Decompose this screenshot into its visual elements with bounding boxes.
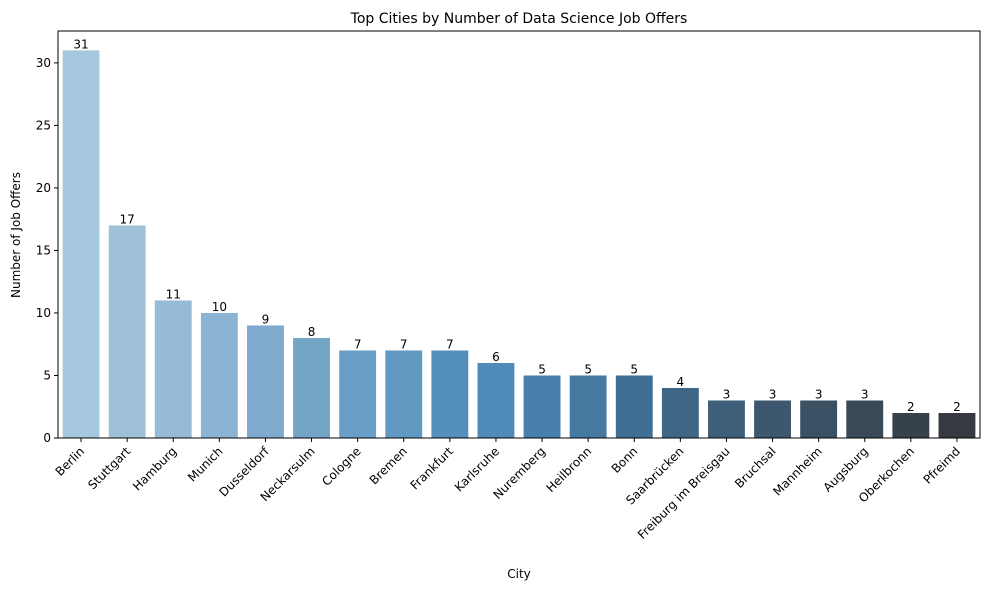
bar-augsburg [846,400,884,438]
y-tick-label: 0 [43,431,51,445]
data-label: 10 [212,300,227,314]
x-axis-label: City [507,567,531,581]
bar-saarbrücken [661,387,699,438]
data-label: 5 [630,362,638,376]
x-tick-label: Bonn [609,444,641,476]
data-label: 3 [723,387,731,401]
x-tick-label: Berlin [53,444,88,479]
y-axis-label: Number of Job Offers [9,172,23,298]
data-label: 3 [815,387,823,401]
data-label: 7 [446,337,454,351]
bar-berlin [62,50,100,438]
bar-oberkochen [892,412,930,438]
data-label: 3 [769,387,777,401]
x-tick-label: Freiburg im Breisgau [635,444,733,542]
y-tick-label: 30 [36,56,51,70]
data-label: 2 [907,400,915,414]
data-label: 3 [861,387,869,401]
data-label: 5 [584,362,592,376]
data-label: 7 [354,337,362,351]
x-tick-label: Hamburg [130,444,179,493]
y-tick-label: 15 [36,243,51,257]
bar-bruchsal [754,400,791,438]
data-label: 6 [492,350,500,364]
y-tick-label: 5 [43,368,51,382]
bar-stuttgart [108,225,146,438]
x-tick-label: Heilbronn [543,444,594,495]
x-tick-label: Pfreimd [921,444,964,487]
data-label: 5 [538,362,546,376]
bar-mannheim [800,400,838,438]
y-tick-label: 25 [36,118,51,132]
x-tick-label: Cologne [319,444,364,489]
bar-freiburg-im-breisgau [708,400,745,438]
y-tick-label: 10 [36,306,51,320]
x-tick-label: Munich [185,444,225,484]
data-label: 31 [73,37,88,51]
plot-frame [57,30,981,439]
data-label: 8 [308,325,316,339]
bar-hamburg [154,300,192,438]
data-label: 7 [400,337,408,351]
bar-heilbronn [569,375,607,438]
chart-title: Top Cities by Number of Data Science Job… [350,11,688,27]
bar-nuremberg [523,375,561,438]
bar-dusseldorf [247,325,284,438]
data-label: 4 [677,375,685,389]
data-label: 11 [166,287,181,301]
bar-bonn [615,375,653,438]
bar-frankfurt [431,350,469,438]
bar-pfreimd [938,412,976,438]
x-tick-label: Mannheim [770,444,824,498]
y-tick-label: 20 [36,181,51,195]
x-tick-label: Bruchsal [732,444,779,491]
data-label: 9 [262,312,270,326]
bar-karlsruhe [477,362,515,438]
bar-munich [200,312,238,438]
bar-neckarsulm [293,337,330,438]
x-tick-label: Bremen [367,444,410,487]
x-tick-label: Frankfurt [408,444,457,493]
x-tick-label: Stuttgart [85,444,133,492]
bar-bremen [385,350,423,438]
data-label: 2 [953,400,961,414]
data-label: 17 [120,212,135,226]
bar-cologne [339,350,377,438]
